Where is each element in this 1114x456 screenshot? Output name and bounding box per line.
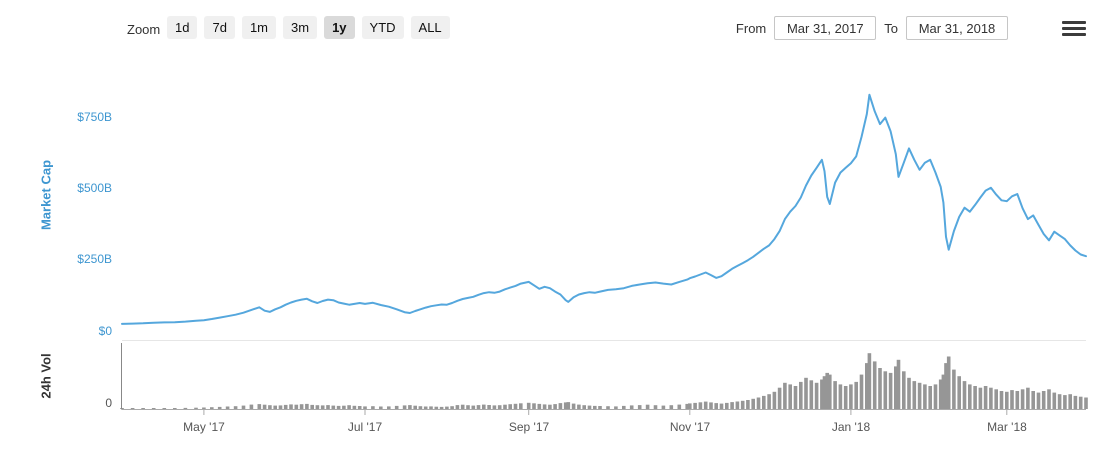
range-button-1y[interactable]: 1y	[324, 16, 355, 39]
yaxis-tick-750b: $750B	[77, 110, 112, 124]
range-button-7d[interactable]: 7d	[204, 16, 235, 39]
yaxis-tick-250b: $250B	[77, 252, 112, 266]
zoom-label: Zoom	[127, 22, 161, 37]
volume-axis-title: 24h Vol	[38, 353, 54, 399]
range-button-1d[interactable]: 1d	[167, 16, 198, 39]
from-label: From	[735, 20, 767, 36]
date-range-controls: From To	[736, 16, 1086, 40]
yaxis-tick-0: $0	[98, 324, 112, 338]
xaxis-label-nov17: Nov '17	[669, 420, 711, 434]
to-label: To	[884, 20, 898, 36]
range-button-3m[interactable]: 3m	[283, 16, 318, 39]
xaxis-label-sep17: Sep '17	[508, 420, 550, 434]
range-button-1m[interactable]: 1m	[241, 16, 276, 39]
xaxis-label-mar18: Mar '18	[987, 420, 1027, 434]
xaxis-label-jan18: Jan '18	[831, 420, 871, 434]
yaxis-tick-500b: $500B	[77, 181, 112, 195]
range-button-ytd[interactable]: YTD	[361, 16, 404, 39]
to-date-input[interactable]	[906, 16, 1008, 40]
range-selector: 1d 7d 1m 3m 1y YTD ALL	[167, 16, 450, 39]
xaxis-label-jul17: Jul '17	[347, 420, 383, 434]
volume-axis-tick-0: 0	[105, 396, 112, 410]
xaxis-label-may17: May '17	[183, 420, 225, 434]
menu-icon[interactable]	[1062, 20, 1086, 36]
from-date-input[interactable]	[774, 16, 877, 40]
range-button-all[interactable]: ALL	[410, 16, 450, 39]
market-cap-axis-title: Market Cap	[38, 159, 54, 231]
